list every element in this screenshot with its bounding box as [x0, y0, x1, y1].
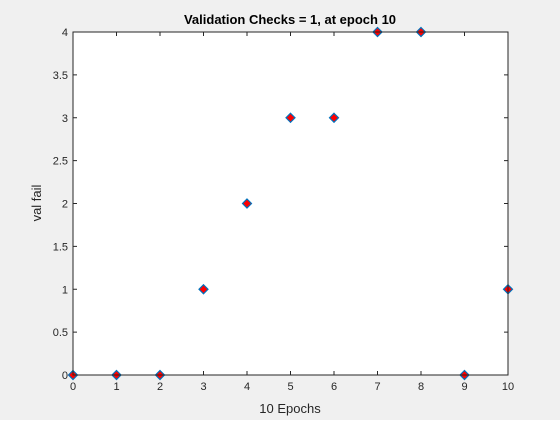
axes-box	[72, 31, 509, 376]
x-tick-label: 5	[287, 381, 293, 393]
x-tick-label: 1	[113, 381, 119, 393]
y-tick-label: 2	[62, 199, 68, 211]
x-tick-label: 10	[502, 381, 514, 393]
y-axis-label: val fail	[29, 184, 44, 221]
y-tick-label: 1	[62, 284, 68, 296]
x-tick-label: 0	[70, 381, 76, 393]
y-tick-label: 0.5	[53, 327, 68, 339]
y-tick-label: 1.5	[53, 241, 68, 253]
y-tick-label: 3	[62, 113, 68, 125]
x-tick-label: 6	[331, 381, 337, 393]
data-point-marker	[285, 112, 296, 124]
x-tick-label: 2	[157, 381, 163, 393]
x-tick-label: 9	[461, 381, 467, 393]
y-tick-label: 4	[62, 27, 68, 39]
x-tick-label: 7	[374, 381, 380, 393]
x-tick-label: 4	[244, 381, 250, 393]
data-point-marker	[198, 283, 209, 295]
tick-labels: 0 1 2 3 4 5 6 7 8 9 10 0 0.5 1 1.5 2 2.5 3 3.5 4	[53, 27, 514, 393]
chart-title: Validation Checks = 1, at epoch 10	[184, 12, 396, 27]
x-axis-label: 10 Epochs	[259, 401, 321, 416]
x-tick-label: 8	[418, 381, 424, 393]
y-tick-label: 0	[62, 370, 68, 382]
plot-area	[73, 32, 508, 375]
y-tick-label: 2.5	[53, 156, 68, 168]
data-point-marker	[241, 198, 253, 209]
y-tick-label: 3.5	[53, 70, 68, 82]
x-tick-label: 3	[200, 381, 206, 393]
data-point-marker	[328, 112, 340, 124]
